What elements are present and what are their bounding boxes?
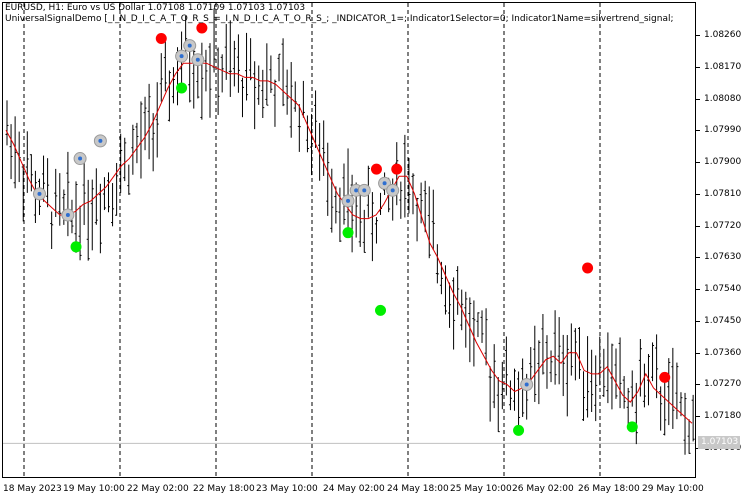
signal-marker-dot [390,188,395,193]
price-tick [696,98,700,100]
price-tick-label: 1.07450 [704,315,742,326]
time-tick-label: 25 May 10:00 [450,484,512,494]
signal-marker-dot [524,382,529,387]
price-tick-label: 1.07270 [704,379,742,390]
price-tick [696,320,700,322]
expert-parameters: UniversalSignalDemo [_I_N_D_I_C_A_T_O_R_… [5,14,674,24]
time-tick-label: 22 May 18:00 [193,484,255,494]
price-tick [696,66,700,68]
price-tick-label: 1.08260 [704,30,742,40]
signal-marker-dot [382,181,387,186]
price-tick-label: 1.07990 [704,125,742,136]
time-tick-label: 24 May 18:00 [387,484,449,494]
buy-signal-dot [176,82,188,94]
price-tick [696,130,700,132]
buy-signal-dot [70,241,82,253]
price-tick [696,352,700,354]
price-tick-label: 1.07900 [704,157,742,168]
buy-signal-dot [342,227,354,239]
time-tick-label: 22 May 02:00 [127,484,189,494]
signal-marker-dot [78,156,83,161]
price-chart[interactable] [3,3,695,477]
sell-signal-dot [391,163,403,175]
time-tick-label: 19 May 10:00 [63,484,125,494]
sell-signal-dot [155,33,167,45]
price-tick [696,35,700,36]
sell-signal-dot [582,262,594,274]
chart-title: EURUSD, H1: Euro vs US Dollar 1.07108 1.… [5,3,306,13]
price-tick-label: 1.07810 [704,188,742,199]
moving-average-line [5,62,693,424]
signal-marker-dot [37,191,42,196]
time-tick-label: 26 May 18:00 [578,484,640,494]
sell-signal-dot [370,163,382,175]
time-tick-label: 24 May 02:00 [323,484,385,494]
plot-area[interactable] [2,2,696,478]
price-tick [696,384,700,386]
signal-marker-dot [98,138,103,143]
price-tick-label: 1.07540 [704,284,742,295]
time-tick-label: 29 May 10:00 [642,484,704,494]
price-tick-label: 1.08170 [704,61,742,72]
price-tick [696,289,700,291]
price-scale[interactable]: 1.08260 1.08170 1.08080 1.07990 1.07900 1.078… [696,2,750,478]
buy-signal-dot [626,421,638,433]
time-tick-label: 23 May 10:00 [256,484,318,494]
price-tick-label: 1.07720 [704,220,742,231]
buy-signal-dot [375,304,387,316]
time-tick-label: 26 May 02:00 [512,484,574,494]
signal-marker-dot [195,57,200,62]
current-price-label: 1.07103 [698,436,740,449]
price-tick [696,225,700,227]
signal-marker-dot [187,43,192,48]
signal-marker-dot [362,188,367,193]
signal-marker-dot [65,213,70,218]
sell-signal-dot [196,22,208,34]
price-tick [696,257,700,259]
buy-signal-dot [513,424,525,436]
price-tick [696,193,700,195]
price-tick-label: 1.07360 [704,347,742,358]
signal-marker-dot [354,188,359,193]
signal-marker-dot [346,198,351,203]
sell-signal-dot [659,371,671,383]
price-tick-label: 1.07630 [704,252,742,263]
price-tick-label: 1.07180 [704,411,742,422]
time-tick-label: 18 May 2023 [3,484,62,494]
price-tick [696,162,700,164]
price-tick-label: 1.08080 [704,93,742,104]
time-scale[interactable]: 18 May 2023 19 May 10:00 22 May 02:00 22 Ma… [0,478,750,500]
signal-marker-dot [179,54,184,59]
price-tick [696,416,700,418]
